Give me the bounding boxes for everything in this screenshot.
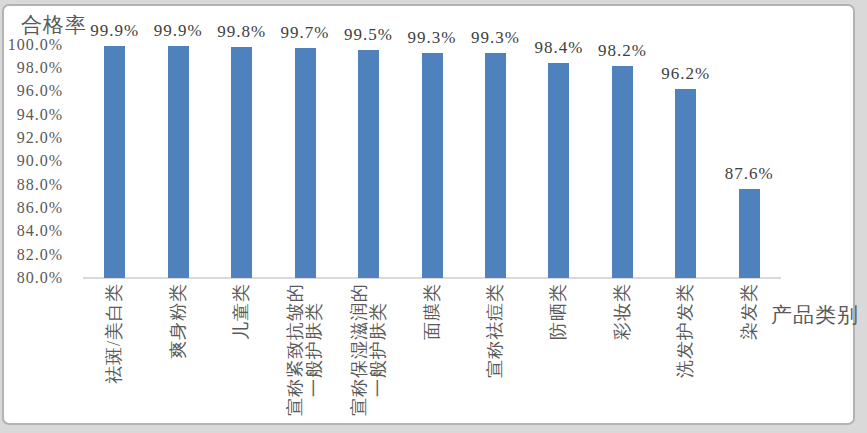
y-tick-label: 90.0% <box>1 153 63 169</box>
bar-value-label: 99.7% <box>273 24 337 42</box>
x-category-label-text: 宣称祛痘类 <box>486 283 505 378</box>
bar-value-label: 99.3% <box>463 29 527 47</box>
y-tick-label: 100.0% <box>1 37 63 53</box>
bar <box>168 46 189 279</box>
x-category-label-text: 儿童类 <box>232 283 251 340</box>
bar-value-label: 98.2% <box>590 42 654 60</box>
y-tick-label: 94.0% <box>1 107 63 123</box>
x-category-label-text: 祛斑/美白类 <box>105 283 124 384</box>
bar <box>422 53 443 279</box>
x-axis-title: 产品类别 <box>771 301 859 329</box>
bar <box>104 46 125 279</box>
bar-value-label: 99.3% <box>400 29 464 47</box>
bar <box>231 47 252 279</box>
bar-chart: 合格率 产品类别 100.0% 98.0% 96.0% 94.0% 92.0% 90.0%… <box>0 0 867 433</box>
x-category-label-text: 彩妆类 <box>613 283 632 340</box>
y-tick-label: 86.0% <box>1 200 63 216</box>
y-axis-title: 合格率 <box>21 11 87 39</box>
bar-value-label: 87.6% <box>717 165 781 183</box>
y-tick-label: 80.0% <box>1 270 63 286</box>
bar <box>295 48 316 278</box>
y-tick-label: 92.0% <box>1 130 63 146</box>
x-category-label-text: 爽身粉类 <box>169 283 188 359</box>
bar-value-label: 99.8% <box>210 23 274 41</box>
bar-value-label: 98.4% <box>527 39 591 57</box>
bar <box>612 66 633 279</box>
x-category-label-text: 染发类 <box>740 283 759 340</box>
bar-value-label: 96.2% <box>654 65 718 83</box>
x-category-label-text: 面膜类 <box>423 283 442 340</box>
bar <box>485 53 506 279</box>
y-tick-label: 84.0% <box>1 223 63 239</box>
bar <box>548 63 569 278</box>
y-tick-label: 98.0% <box>1 60 63 76</box>
bar <box>358 50 379 278</box>
bar <box>739 189 760 278</box>
bar-value-label: 99.5% <box>337 26 401 44</box>
bar <box>675 89 696 279</box>
y-tick-label: 88.0% <box>1 177 63 193</box>
y-tick-label: 82.0% <box>1 247 63 263</box>
x-category-label-text: 宣称保湿滋润的 一般护肤类 <box>350 283 388 416</box>
x-category-label-text: 宣称紧致抗皱的 一般护肤类 <box>286 283 324 416</box>
bar-value-label: 99.9% <box>83 22 147 40</box>
x-category-label-text: 防晒类 <box>549 283 568 340</box>
x-category-label-text: 洗发护发类 <box>676 283 695 378</box>
bar-value-label: 99.9% <box>146 22 210 40</box>
y-tick-label: 96.0% <box>1 83 63 99</box>
